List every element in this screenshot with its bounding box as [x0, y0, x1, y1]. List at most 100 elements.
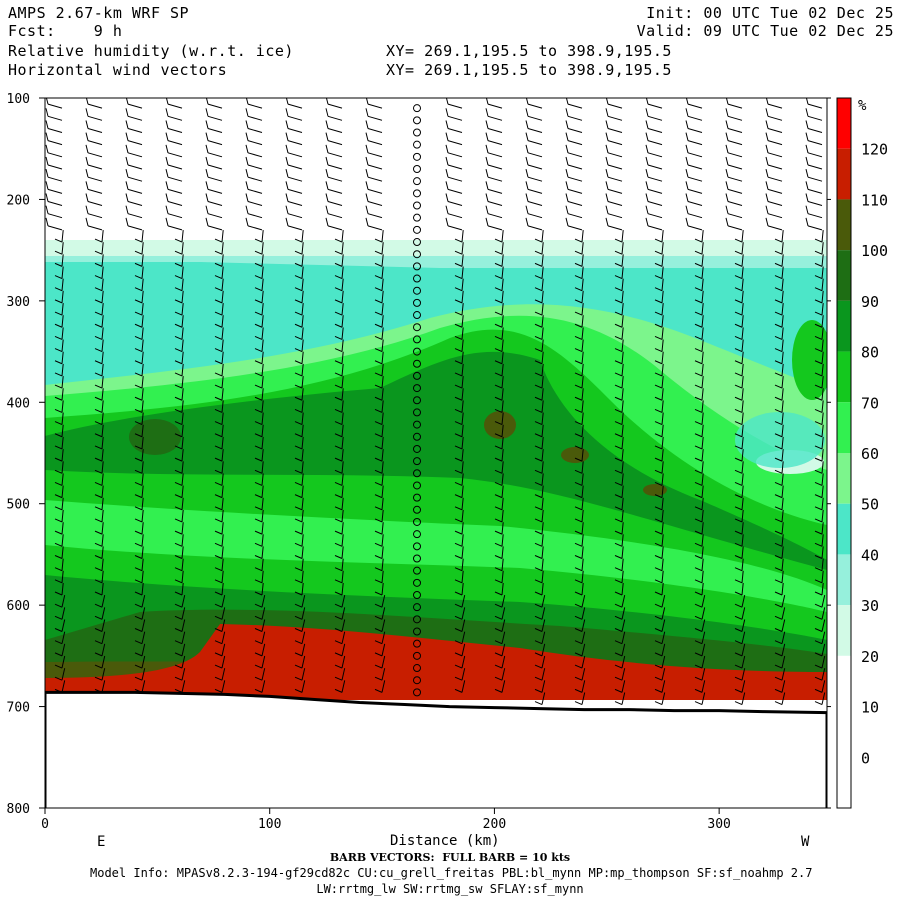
wind-barb — [134, 655, 146, 669]
wind-barb — [374, 363, 384, 377]
wind-barb — [734, 607, 746, 620]
rh-feature-1 — [129, 419, 181, 455]
wind-barb — [325, 108, 343, 121]
wind-barb — [734, 412, 744, 426]
colorbar-label: 40 — [861, 546, 879, 564]
wind-barb — [54, 266, 64, 280]
wind-barb — [605, 120, 623, 133]
wind-barb — [174, 424, 184, 438]
wind-barb — [174, 668, 186, 681]
wind-barb — [94, 436, 104, 450]
wind-barb — [614, 655, 626, 669]
colorbar-swatch — [837, 199, 851, 251]
wind-barb — [614, 303, 624, 316]
wind-barb — [574, 424, 584, 438]
calm-wind-marker — [413, 530, 421, 539]
wind-barb — [694, 473, 704, 486]
wind-barb — [485, 193, 503, 206]
wind-barb — [54, 376, 64, 389]
wind-barb — [534, 582, 544, 596]
wind-barb — [334, 303, 344, 316]
wind-barb — [94, 266, 104, 280]
wind-barb — [734, 351, 744, 365]
wind-barb — [454, 680, 466, 693]
wind-barb — [774, 388, 784, 401]
wind-barb — [374, 229, 384, 243]
wind-barb — [654, 363, 664, 377]
wind-barb — [534, 303, 544, 316]
wind-barb — [214, 582, 224, 596]
wind-barb — [534, 595, 546, 608]
wind-barb — [534, 631, 546, 645]
calm-wind-marker — [413, 420, 421, 429]
wind-barb — [334, 424, 344, 438]
wind-barb — [374, 668, 386, 681]
wind-barb — [245, 108, 263, 121]
wind-barb — [165, 108, 183, 121]
wind-barb — [294, 315, 304, 328]
wind-barb — [214, 509, 224, 523]
wind-barb — [494, 534, 504, 547]
wind-barb — [125, 181, 143, 194]
wind-barb — [654, 376, 664, 389]
wind-barb — [334, 400, 344, 413]
wind-barb — [814, 546, 824, 559]
wind-barb — [694, 461, 704, 474]
wind-barb — [494, 546, 504, 559]
wind-barb — [454, 449, 464, 462]
wind-barb — [765, 193, 783, 206]
calm-wind-marker — [413, 603, 421, 612]
wind-barb — [494, 449, 504, 462]
wind-barb — [605, 193, 623, 206]
wind-barb — [214, 643, 226, 657]
wind-barb — [214, 242, 224, 255]
wind-barb — [94, 497, 104, 511]
wind-barb — [654, 315, 664, 328]
wind-barb — [205, 181, 223, 194]
wind-barb — [534, 607, 546, 620]
wind-barb — [654, 546, 664, 559]
x-axis-label: Distance (km) — [390, 833, 500, 849]
wind-barb — [174, 290, 184, 304]
wind-barb — [694, 229, 704, 243]
wind-barb — [134, 546, 144, 559]
wind-barb — [334, 631, 346, 645]
wind-barb — [94, 229, 104, 243]
wind-barb — [654, 534, 664, 547]
wind-barb — [214, 607, 226, 620]
wind-barb — [485, 108, 503, 121]
wind-barb — [774, 339, 784, 353]
y-tick-label: 300 — [7, 295, 30, 310]
wind-barb — [294, 400, 304, 413]
wind-barb — [54, 595, 66, 608]
wind-barb — [94, 254, 104, 267]
wind-barb — [294, 290, 304, 304]
wind-barb — [374, 497, 384, 511]
wind-barb — [774, 546, 784, 559]
wind-barb — [814, 278, 824, 292]
wind-barb — [685, 120, 703, 133]
wind-barb — [734, 570, 744, 584]
wind-barb — [574, 668, 586, 681]
wind-barb — [614, 290, 624, 304]
wind-barb — [365, 120, 383, 133]
wind-barb — [765, 132, 783, 146]
wind-barb — [174, 278, 184, 292]
wind-barb — [734, 424, 744, 438]
wind-barb — [334, 327, 344, 340]
wind-barb — [174, 388, 184, 401]
wind-barb — [54, 290, 64, 304]
wind-barb — [294, 607, 306, 620]
wind-barb — [174, 473, 184, 486]
wind-barb — [814, 449, 824, 462]
wind-barb — [485, 217, 503, 231]
wind-barb — [165, 205, 183, 219]
wind-barb — [774, 509, 784, 523]
wind-barb — [574, 388, 584, 401]
wind-barb — [94, 388, 104, 401]
calm-wind-marker — [413, 493, 421, 502]
wind-barb — [574, 376, 584, 389]
wind-barb — [614, 388, 624, 401]
wind-barb — [814, 315, 824, 328]
wind-barb — [134, 473, 144, 486]
